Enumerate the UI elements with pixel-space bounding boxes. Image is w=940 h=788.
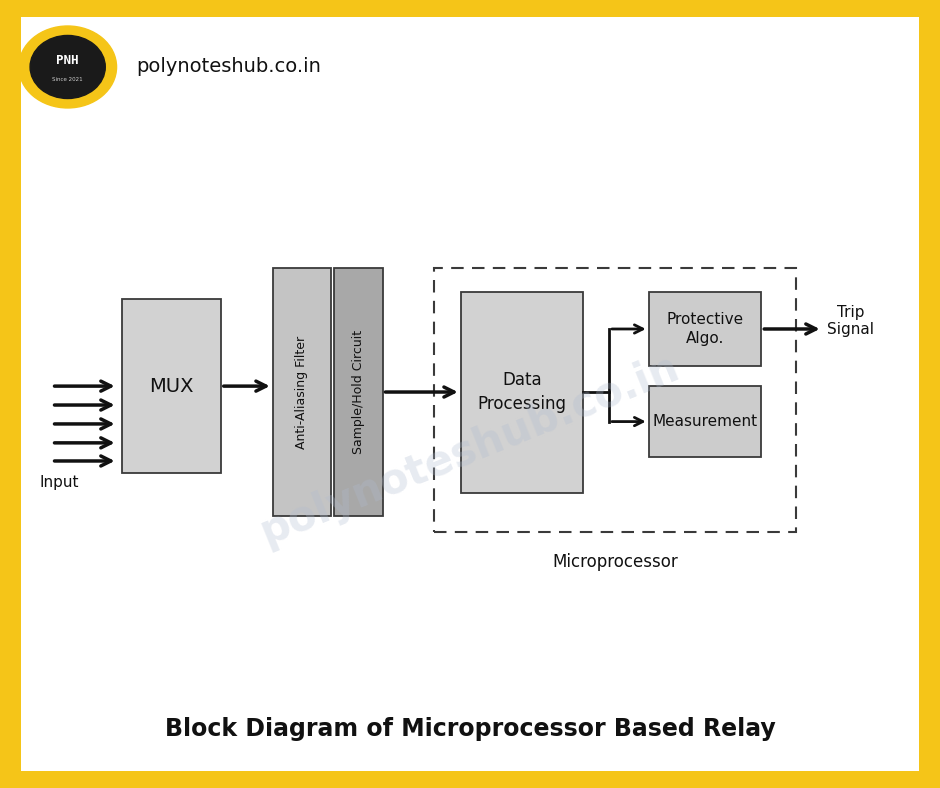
Text: Protective
Algo.: Protective Algo. (666, 311, 744, 347)
Text: Measurement: Measurement (652, 414, 758, 429)
Circle shape (19, 26, 117, 108)
Text: Microprocessor: Microprocessor (553, 553, 678, 571)
Text: polynoteshub.co.in: polynoteshub.co.in (254, 346, 686, 552)
Circle shape (30, 35, 105, 98)
Bar (461, 292, 583, 492)
Bar (434, 268, 796, 532)
Bar (122, 299, 221, 473)
Bar (649, 386, 761, 457)
Bar (273, 268, 331, 516)
Text: Data
Processing: Data Processing (478, 371, 566, 413)
Text: Block Diagram of Microprocessor Based Relay: Block Diagram of Microprocessor Based Re… (164, 717, 775, 741)
Text: Trip
Signal: Trip Signal (827, 305, 874, 337)
Text: PNH: PNH (56, 54, 79, 67)
Text: MUX: MUX (149, 377, 194, 396)
Text: Anti-Aliasing Filter: Anti-Aliasing Filter (295, 336, 308, 448)
Text: Input: Input (39, 474, 79, 490)
Text: polynoteshub.co.in: polynoteshub.co.in (136, 58, 321, 76)
Bar (649, 292, 761, 366)
Text: Sample/Hold Circuit: Sample/Hold Circuit (352, 330, 365, 454)
Bar (334, 268, 383, 516)
Text: Since 2021: Since 2021 (53, 77, 83, 82)
